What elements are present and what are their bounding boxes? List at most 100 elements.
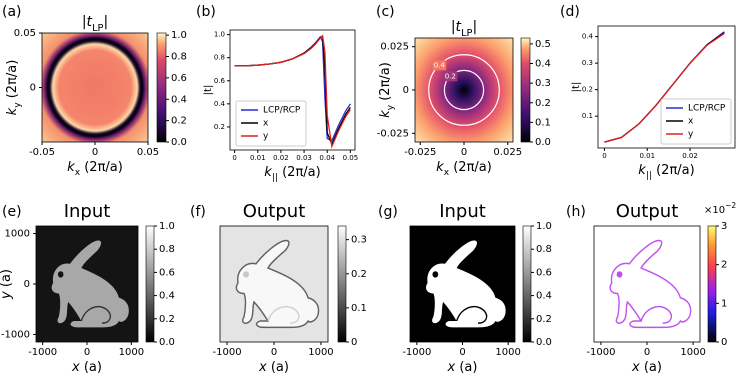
- x-tick-label: 1000: [495, 347, 520, 358]
- x-axis-label-end: (2π/a): [80, 160, 123, 175]
- chart-title-main: |t: [451, 19, 462, 35]
- legend-label: y: [688, 130, 694, 140]
- y-axis-label-main: y: [0, 291, 14, 300]
- colorbar: [145, 225, 155, 343]
- colorbar-tick-label: 1.0: [536, 221, 552, 232]
- y-axis-label: ky (2π/a): [378, 62, 396, 118]
- x-axis-label: k|| (2π/a): [638, 163, 694, 181]
- x-tick-label: -1000: [28, 347, 57, 358]
- x-tick-label: 1000: [308, 347, 333, 358]
- x-axis-label-sub: x: [75, 168, 81, 178]
- contour-label-bg: [432, 60, 447, 71]
- colorbar-tick-label: 0.6: [171, 73, 187, 84]
- colorbar-tick-label: 1.0: [171, 30, 187, 41]
- chart-title-main: |t: [82, 14, 93, 30]
- y-tick-label: 0.1: [582, 112, 593, 120]
- panel-label: (b): [196, 4, 216, 20]
- x-tick-label: 0: [232, 154, 236, 162]
- legend-label: x: [263, 119, 269, 129]
- x-tick-label: 0: [271, 347, 277, 358]
- colorbar-tick-label: 0.6: [159, 267, 175, 278]
- rabbit: [609, 239, 692, 329]
- contour: [443, 69, 485, 111]
- colorbar-tick-label: 0.6: [536, 267, 552, 278]
- offset-exp: −2: [725, 201, 736, 210]
- x-axis-label-main: k: [436, 160, 444, 175]
- y-tick-label: 1.0: [214, 31, 225, 39]
- y-tick-label: -1000: [1, 329, 30, 340]
- legend-label: LCP/RCP: [263, 106, 301, 116]
- axes-frame: [229, 29, 356, 151]
- y-axis-label-sub: y: [386, 104, 396, 110]
- x-tick-label: 0: [461, 147, 467, 158]
- rabbit-eye: [616, 271, 623, 278]
- x-tick-label: -0.025: [404, 147, 436, 158]
- x-tick-label: 0.02: [273, 154, 289, 162]
- chart-title: Output: [243, 201, 306, 222]
- colorbar-tick-label: 3: [721, 221, 727, 232]
- colorbar-tick-label: 0.8: [536, 244, 552, 255]
- colorbar-tick-label: 2: [721, 260, 727, 271]
- colorbar-tick-label: 0.1: [351, 303, 367, 314]
- panel-label: (a): [2, 4, 22, 20]
- colorbar-tick-label: 0.2: [536, 314, 552, 325]
- x-tick-label: 0: [644, 347, 650, 358]
- x-axis-label: kx (2π/a): [436, 160, 492, 178]
- colorbar-tick-label: 0.4: [171, 94, 187, 105]
- legend: [660, 98, 732, 145]
- chart-title-end: |: [472, 19, 477, 35]
- x-tick-label: 0.03: [296, 154, 312, 162]
- x-axis-label-main: x: [447, 360, 456, 373]
- x-tick-label: 0.04: [319, 154, 335, 162]
- heatmap: [415, 38, 513, 142]
- x-tick-label: 1000: [119, 347, 144, 358]
- y-tick-label: 0.4: [214, 100, 226, 108]
- colorbar-tick-label: 0.1: [535, 117, 551, 128]
- rabbit-eye: [243, 271, 249, 278]
- y-axis-label-end: (a): [0, 269, 14, 291]
- x-axis-label-main: k: [264, 165, 272, 180]
- contour: [428, 54, 500, 126]
- x-axis-label-end: (a): [640, 360, 662, 373]
- x-axis-label-main: x: [631, 360, 640, 373]
- y-axis-label-main: k: [5, 107, 20, 115]
- colorbar-tick-label: 0.3: [535, 78, 551, 89]
- chart-title: Input: [439, 201, 486, 222]
- colorbar-tick-label: 0.0: [536, 337, 552, 348]
- colorbar-tick-label: 0.3: [351, 235, 367, 246]
- chart-title-sub: LP: [461, 28, 472, 39]
- x-axis-label: k|| (2π/a): [264, 165, 320, 183]
- colorbar-tick-label: 0.4: [159, 291, 175, 302]
- x-axis-label-sub: ||: [646, 171, 652, 181]
- y-axis-label: |t|: [571, 82, 582, 93]
- colorbar-tick-label: 0.4: [535, 59, 551, 70]
- colorbar: [156, 32, 167, 143]
- chart-title-sub: LP: [92, 23, 103, 34]
- x-axis-label-end: (2π/a): [449, 160, 492, 175]
- x-tick-label: 0: [92, 147, 98, 158]
- y-tick-label: 0.2: [582, 86, 593, 94]
- rabbit: [235, 239, 320, 329]
- colorbar: [520, 37, 531, 143]
- panel-label: (c): [376, 4, 395, 20]
- x-tick-label: -1000: [586, 347, 615, 358]
- x-tick-label: 1000: [680, 347, 705, 358]
- y-tick-label: 0: [30, 83, 36, 94]
- colorbar-tick-label: 0.8: [159, 244, 175, 255]
- y-tick-label: 0.025: [380, 42, 409, 53]
- x-tick-label: 0.05: [137, 147, 159, 158]
- x-axis-label-end: (2π/a): [278, 165, 321, 180]
- y-tick-label: 0: [24, 279, 30, 290]
- y-axis-label-main: k: [378, 110, 393, 118]
- y-axis-label-end: (2π/a): [5, 60, 20, 103]
- colorbar-tick-label: 0.4: [536, 291, 552, 302]
- y-tick-label: 1000: [5, 229, 30, 240]
- chart-title: |tLP|: [451, 19, 477, 39]
- y-axis-label-end: (2π/a): [378, 62, 393, 105]
- colorbar-tick-label: 0: [351, 337, 357, 348]
- panel-label: (e): [2, 204, 22, 220]
- x-axis-label-sub: x: [444, 168, 450, 178]
- y-axis-label: ky (2π/a): [5, 60, 23, 116]
- contour-label: 0.2: [445, 72, 456, 80]
